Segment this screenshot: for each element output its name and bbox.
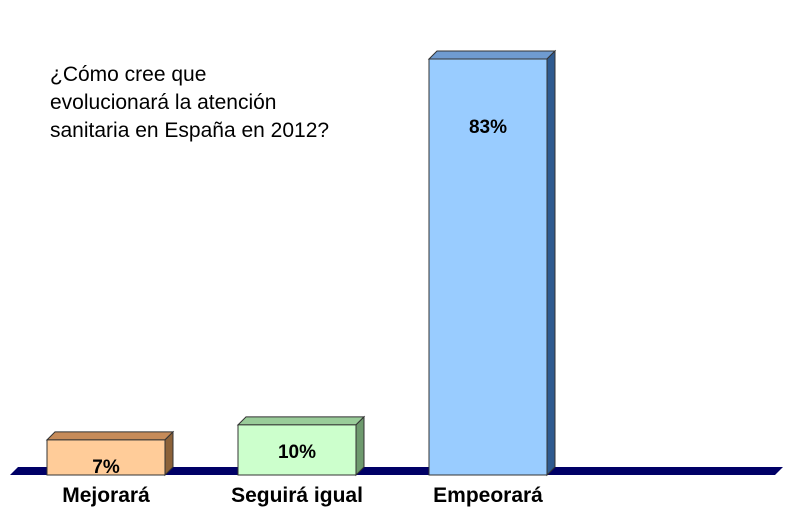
- category-label-3: Empeorará: [433, 484, 543, 507]
- bar-front-face: [237, 424, 357, 476]
- chart-title-line-3: sanitaria en España en 2012?: [50, 119, 329, 142]
- labels-group: 7% Mejorará 10% Seguirá igual 83% Empeorará: [62, 117, 543, 507]
- chart-floor: [10, 467, 783, 475]
- bar-1: [45, 430, 175, 477]
- bar-front-face: [46, 439, 166, 476]
- bar-side-face: [355, 415, 365, 477]
- bar-top-face: [45, 431, 175, 441]
- chart-title-line-1: ¿Cómo cree que: [50, 63, 206, 86]
- bar-side-face: [164, 430, 174, 477]
- bar-side-face: [546, 49, 556, 477]
- bar-top-face: [427, 50, 557, 60]
- category-label-2: Seguirá igual: [231, 484, 363, 507]
- bar-2: [236, 415, 366, 477]
- data-label-2: 10%: [278, 442, 316, 463]
- category-label-1: Mejorará: [62, 484, 150, 507]
- chart-title-line-2: evolucionará la atención: [50, 91, 277, 114]
- bars-group: [45, 49, 557, 477]
- data-label-3: 83%: [469, 117, 507, 138]
- bar-top-face: [236, 416, 366, 426]
- chart-floor-slab: [10, 467, 783, 475]
- bar-front-face: [428, 58, 548, 476]
- bar-3: [427, 49, 557, 477]
- data-label-1: 7%: [92, 457, 120, 478]
